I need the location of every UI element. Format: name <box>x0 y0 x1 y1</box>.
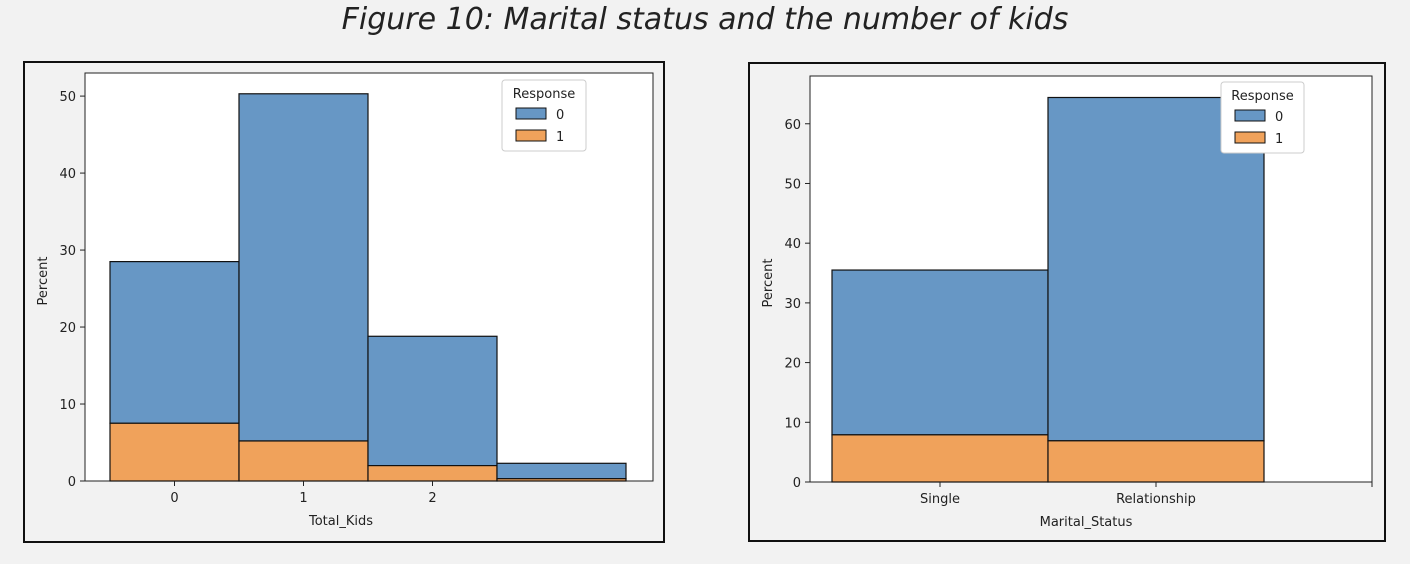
bar-response-1 <box>238 440 369 482</box>
y-tick-label: 40 <box>784 237 801 252</box>
legend-swatch <box>1234 109 1266 122</box>
chart-panel-marital-status: 0 10 20 30 40 50 60 Single Relationship Marital_S… <box>748 62 1386 542</box>
bar-response-0 <box>238 93 369 442</box>
y-tick-label: 0 <box>793 476 801 491</box>
legend-title: Response <box>513 87 575 102</box>
bar-response-1 <box>496 478 627 482</box>
bar-response-1 <box>367 465 498 482</box>
x-axis-label: Total_Kids <box>308 514 373 529</box>
bar-response-0 <box>1047 96 1265 442</box>
chart-panel-total-kids: 0 10 20 30 40 50 0 1 2 Total_Kids Percent Response 0… <box>23 61 665 543</box>
x-tick-label: 1 <box>299 491 307 506</box>
bar-response-0 <box>831 269 1049 436</box>
y-tick-label: 30 <box>59 244 76 259</box>
y-tick-label: 20 <box>59 321 76 336</box>
y-tick-label: 10 <box>59 398 76 413</box>
bar-response-0 <box>367 335 498 467</box>
y-tick-label: 50 <box>784 177 801 192</box>
y-tick-label: 60 <box>784 118 801 133</box>
legend-label: 0 <box>1275 110 1283 125</box>
y-axis-label: Percent <box>36 257 51 306</box>
bar-response-0 <box>109 261 240 424</box>
x-axis-label: Marital_Status <box>1040 515 1133 530</box>
legend-title: Response <box>1231 89 1293 104</box>
y-tick-label: 30 <box>784 297 801 312</box>
bar-response-1 <box>1047 440 1265 483</box>
figure-title: Figure 10: Marital status and the number… <box>341 2 1069 37</box>
x-tick-label: 0 <box>170 491 178 506</box>
y-tick-label: 0 <box>68 475 76 490</box>
x-tick-label: 2 <box>428 491 436 506</box>
bar-response-0 <box>496 462 627 480</box>
x-tick-label: Single <box>920 492 960 507</box>
x-tick-label: Relationship <box>1116 492 1196 507</box>
y-tick-label: 40 <box>59 167 76 182</box>
legend-label: 1 <box>1275 132 1283 147</box>
legend-label: 1 <box>556 130 564 145</box>
y-tick-label: 10 <box>784 416 801 431</box>
legend-swatch <box>1234 131 1266 144</box>
y-axis-label: Percent <box>761 259 776 308</box>
y-tick-label: 20 <box>784 357 801 372</box>
bar-response-1 <box>109 422 240 482</box>
legend-label: 0 <box>556 108 564 123</box>
legend-swatch <box>515 129 547 142</box>
y-tick-label: 50 <box>59 90 76 105</box>
bar-response-1 <box>831 434 1049 483</box>
chart-total-kids: 0 10 20 30 40 50 0 1 2 Total_Kids Percent Response 0… <box>36 72 654 529</box>
legend-swatch <box>515 107 547 120</box>
